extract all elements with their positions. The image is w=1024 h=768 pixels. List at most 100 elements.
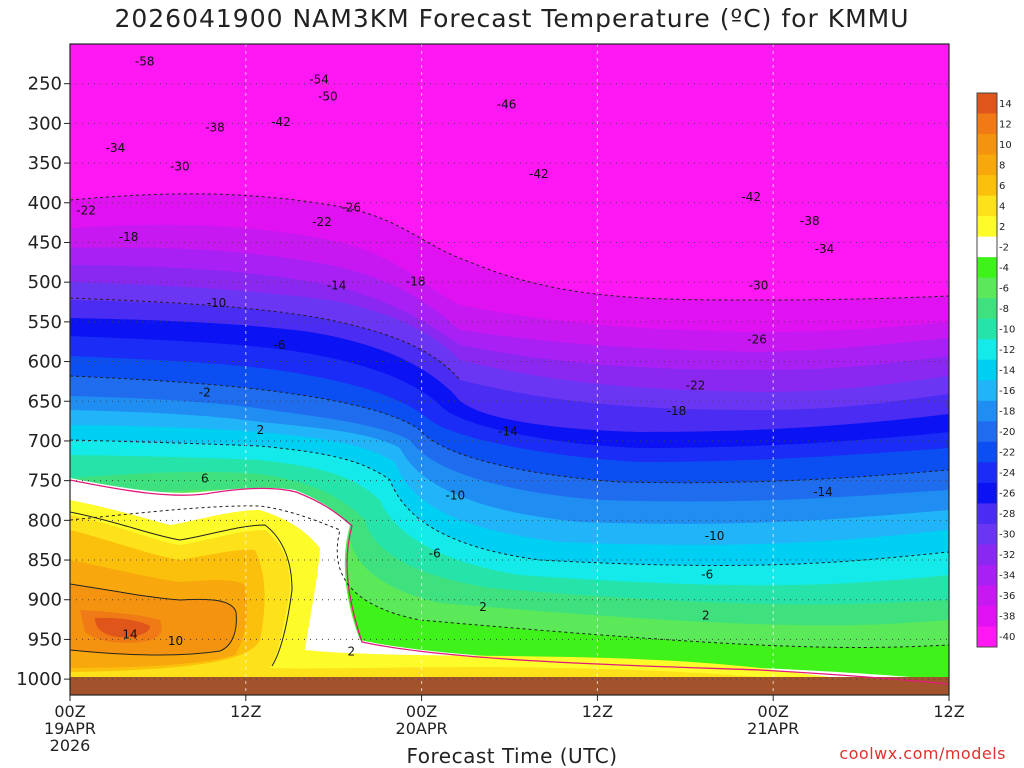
contour-label: 6 — [201, 471, 209, 485]
temperature-field — [70, 44, 949, 695]
contour-label: 2 — [347, 644, 355, 658]
colorbar-swatch — [977, 154, 997, 176]
colorbar: 14 12 10 8 6 4 2 -2 -4 -6 -8 -10 -12 -14 -16 -18 -20 -22 -… — [976, 92, 1015, 648]
colorbar-swatch — [977, 462, 997, 484]
x-tick-label: 21APR — [747, 719, 799, 738]
contour-label: -14 — [498, 424, 518, 438]
colorbar-label: -32 — [999, 550, 1015, 561]
contour-label: -10 — [445, 489, 465, 503]
contour-label: -2 — [199, 386, 211, 400]
colorbar-swatch — [977, 113, 997, 135]
credit-link[interactable]: coolwx.com/models — [839, 744, 1006, 763]
contour-label: 10 — [168, 634, 183, 648]
colorbar-label: 10 — [999, 140, 1012, 151]
contour-label: 2 — [257, 423, 265, 437]
y-tick-label: 300 — [28, 113, 62, 134]
y-tick-label: 800 — [28, 510, 62, 531]
colorbar-label: -10 — [999, 324, 1015, 335]
colorbar-swatch — [977, 175, 997, 197]
contour-label: -42 — [741, 190, 761, 204]
contour-label: -6 — [274, 338, 286, 352]
y-tick-label: 650 — [28, 391, 62, 412]
colorbar-swatch — [977, 400, 997, 422]
contour-label: -14 — [813, 485, 833, 499]
y-tick-label: 250 — [28, 74, 62, 95]
colorbar-swatch — [977, 523, 997, 545]
contour-label: -38 — [205, 120, 225, 134]
colorbar-swatch — [977, 298, 997, 320]
contour-label: -18 — [119, 230, 139, 244]
colorbar-label: -18 — [999, 407, 1015, 418]
y-tick-label: 350 — [28, 153, 62, 174]
colorbar-swatch — [977, 93, 997, 115]
colorbar-label: 8 — [999, 160, 1005, 171]
x-tick-label: 12Z — [230, 702, 261, 721]
colorbar-swatch — [977, 482, 997, 504]
colorbar-label: -30 — [999, 530, 1015, 541]
contour-label: -6 — [429, 547, 441, 561]
contour-label: -46 — [497, 97, 517, 111]
colorbar-swatch — [977, 544, 997, 566]
contour-label: -26 — [747, 332, 767, 346]
colorbar-label: -38 — [999, 612, 1015, 623]
colorbar-label: 14 — [999, 99, 1012, 110]
colorbar-label: -12 — [999, 345, 1015, 356]
colorbar-label: -34 — [999, 571, 1015, 582]
contour-label: -18 — [667, 404, 687, 418]
y-tick-label: 900 — [28, 590, 62, 611]
contour-label: -10 — [207, 296, 227, 310]
colorbar-label: 12 — [999, 119, 1012, 130]
y-tick-label: 1000 — [16, 669, 62, 690]
contour-label: -18 — [406, 274, 426, 288]
contour-label: -22 — [686, 378, 706, 392]
y-tick-label: 500 — [28, 272, 62, 293]
colorbar-label: 6 — [999, 181, 1005, 192]
colorbar-swatch — [977, 257, 997, 279]
colorbar-label: -28 — [999, 509, 1015, 520]
x-axis-label: Forecast Time (UTC) — [406, 744, 618, 768]
contour-label: -10 — [705, 529, 725, 543]
colorbar-label: -14 — [999, 366, 1015, 377]
colorbar-swatch — [977, 277, 997, 299]
colorbar-label: -20 — [999, 427, 1015, 438]
x-tick-label: 00Z — [54, 702, 85, 721]
y-tick-label: 850 — [28, 550, 62, 571]
contour-label: -42 — [271, 115, 291, 129]
y-tick-label: 400 — [28, 193, 62, 214]
chart-title: 2026041900 NAM3KM Forecast Temperature (… — [114, 4, 910, 33]
colorbar-swatch — [977, 564, 997, 586]
contour-label: -34 — [106, 141, 126, 155]
colorbar-label: -24 — [999, 468, 1015, 479]
contour-label: -38 — [800, 214, 820, 228]
colorbar-swatch — [977, 359, 997, 381]
colorbar-swatch — [977, 585, 997, 607]
colorbar-label: 2 — [999, 222, 1005, 233]
colorbar-label: -6 — [999, 283, 1009, 294]
colorbar-label: -4 — [999, 263, 1009, 274]
contour-label: -14 — [327, 278, 347, 292]
x-tick-label: 00Z — [406, 702, 437, 721]
colorbar-label: -36 — [999, 591, 1015, 602]
contour-label: 2 — [702, 609, 710, 623]
y-tick-label: 550 — [28, 312, 62, 333]
x-tick-label: 19APR — [44, 719, 96, 738]
colorbar-swatch — [977, 605, 997, 627]
plot-frame — [69, 43, 950, 696]
colorbar-label: 4 — [999, 201, 1005, 212]
y-tick-label: 750 — [28, 471, 62, 492]
colorbar-frame — [976, 92, 998, 648]
y-tick-label: 950 — [28, 629, 62, 650]
contour-label: -50 — [318, 89, 338, 103]
contour-label: -6 — [701, 567, 713, 581]
colorbar-swatch — [977, 236, 997, 258]
colorbar-label: -16 — [999, 386, 1015, 397]
contour-label: -22 — [312, 215, 332, 229]
colorbar-swatch — [977, 380, 997, 402]
contour-label: -22 — [76, 204, 96, 218]
colorbar-label: -22 — [999, 448, 1015, 459]
colorbar-swatch — [977, 441, 997, 463]
colorbar-swatch — [977, 195, 997, 217]
colorbar-swatch — [977, 421, 997, 443]
